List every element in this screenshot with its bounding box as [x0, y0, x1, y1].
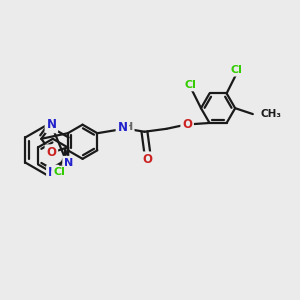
Text: N: N [48, 167, 58, 179]
Text: N: N [64, 158, 73, 167]
Text: Cl: Cl [185, 80, 197, 90]
Text: N: N [117, 121, 128, 134]
Text: O: O [182, 118, 192, 131]
Text: CH₃: CH₃ [260, 109, 281, 119]
Text: Cl: Cl [53, 167, 65, 177]
Text: Cl: Cl [231, 65, 243, 75]
Text: O: O [142, 153, 152, 166]
Text: O: O [46, 146, 56, 159]
Text: H: H [124, 122, 133, 132]
Text: N: N [46, 118, 56, 131]
